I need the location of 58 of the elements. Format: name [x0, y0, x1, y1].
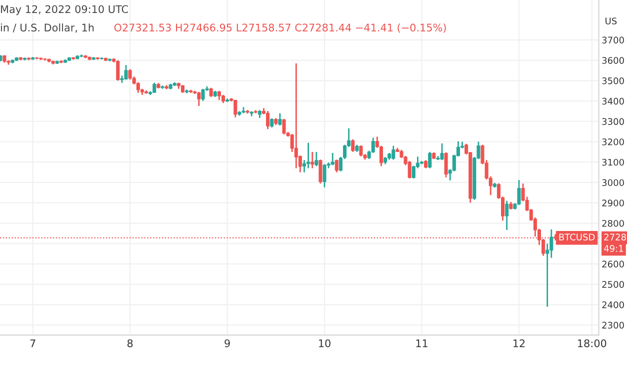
- x-tick-label: 7: [30, 340, 36, 348]
- y-tick-label: 3700: [602, 36, 624, 44]
- candlestick: [318, 158, 322, 184]
- text: 49:1: [604, 245, 624, 252]
- y-tick-label: 2300: [602, 322, 624, 329]
- y-tick-label: 3500: [602, 77, 624, 84]
- y-tick-label: 3600: [602, 57, 624, 64]
- candlestick: [234, 99, 238, 118]
- y-tick-label: 2500: [602, 281, 624, 288]
- annotation: May 12, 2022 09:10 UTC: [1, 5, 128, 16]
- candlestick: [444, 152, 448, 178]
- candlestick: [505, 200, 509, 231]
- text: US: [606, 18, 617, 24]
- candlestick: [201, 88, 205, 102]
- ref-line-label: BTCUSD: [559, 234, 595, 240]
- candlestick: [359, 144, 363, 158]
- y-tick-label: 3100: [602, 158, 624, 166]
- candlestick: [209, 87, 213, 98]
- candlestick: [128, 68, 132, 80]
- y-tick-label: 3400: [602, 98, 624, 105]
- candlestick: [278, 112, 282, 126]
- candlestick: [197, 91, 201, 107]
- candlestick: [306, 142, 310, 169]
- x-tick-label: 9: [224, 339, 230, 348]
- candlestick: [266, 110, 270, 130]
- candlestick: [152, 82, 156, 94]
- candlestick: [392, 145, 396, 160]
- candlestick: [124, 64, 128, 80]
- candlestick: [428, 151, 432, 169]
- y-tick-label: 3300: [602, 118, 624, 125]
- candlestick: [270, 118, 274, 128]
- y-tick-label: 3000: [602, 179, 624, 186]
- annotation: in / U.S. Dollar, 1h: [0, 23, 94, 33]
- x-tick-label: 10: [319, 339, 330, 348]
- y-tick-label: 3200: [602, 138, 624, 146]
- x-tick-label: 8: [127, 339, 133, 348]
- y-tick-label: 2800: [602, 220, 624, 227]
- y-tick-label: 2600: [602, 260, 624, 268]
- text: 2728: [604, 234, 626, 240]
- x-tick-label: 18:00: [578, 339, 606, 348]
- candlestick: [408, 160, 412, 180]
- candlestick: [322, 163, 326, 188]
- candlestick: [440, 142, 444, 161]
- y-tick-label: 2900: [602, 200, 624, 206]
- candlestick: [116, 60, 120, 82]
- candlestick: [330, 152, 334, 166]
- candlestick: [351, 138, 355, 153]
- candlestick: [282, 118, 286, 136]
- candlestick: [334, 158, 338, 173]
- x-tick-label: 12: [513, 339, 525, 348]
- candlestick: [310, 151, 314, 169]
- candlestick: [517, 179, 521, 206]
- annotation: O27321.53 H27466.95 L27158.57 C27281.44 −41.41 (−0.15%): [114, 23, 446, 33]
- x-tick-label: 11: [416, 340, 428, 348]
- candlestick: [314, 151, 318, 167]
- y-tick-label: 2400: [602, 301, 624, 308]
- candlestick: [217, 90, 221, 101]
- candlestick: [294, 62, 298, 169]
